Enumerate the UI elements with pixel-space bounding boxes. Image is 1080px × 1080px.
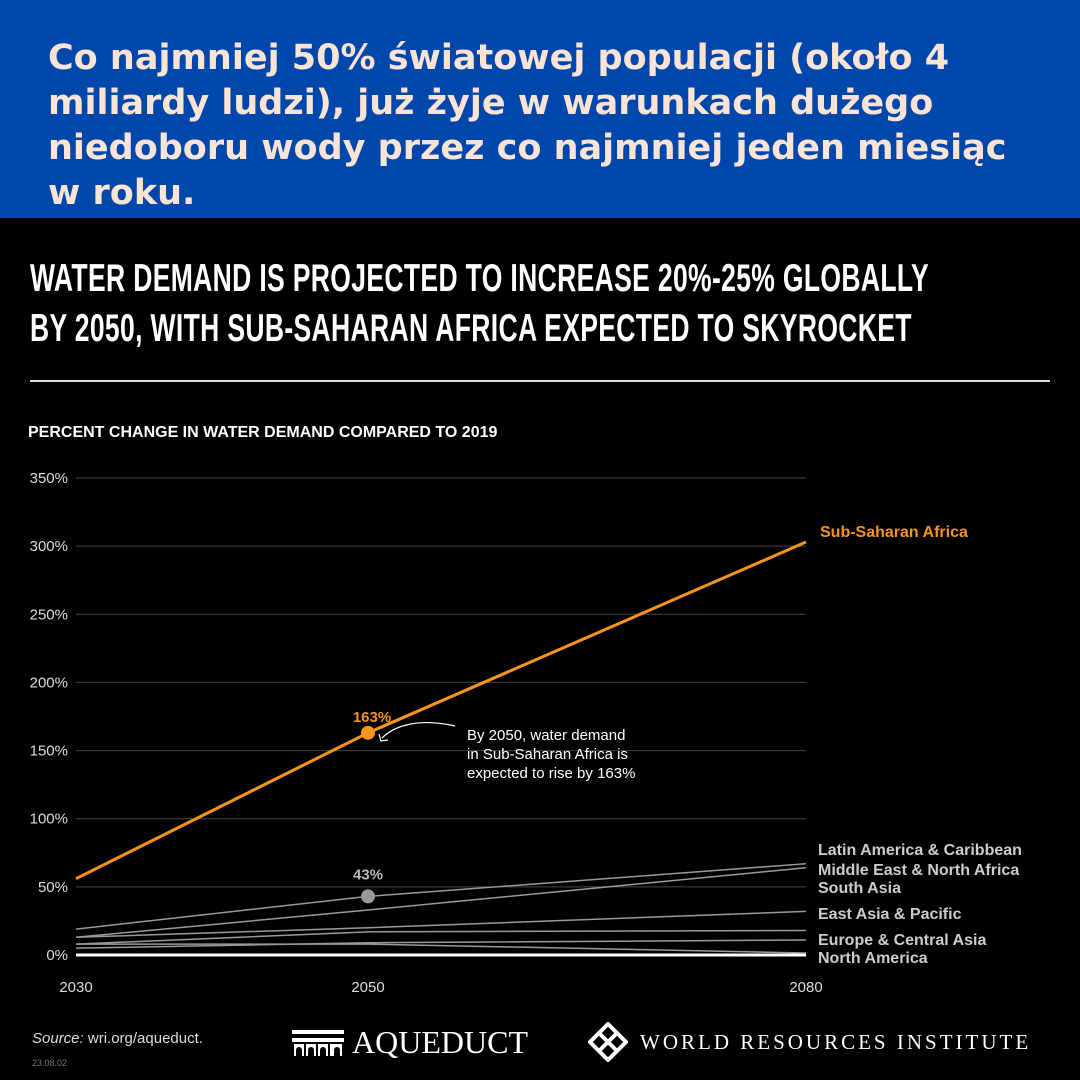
y-tick-label: 250% — [30, 606, 68, 623]
series-label: East Asia & Pacific — [818, 906, 962, 923]
series-label: North America — [818, 950, 928, 967]
x-tick-label: 2050 — [351, 979, 384, 996]
annotation-text: By 2050, water demand — [467, 727, 625, 744]
headline-line-2: BY 2050, WITH SUB-SAHARAN AFRICA EXPECTE… — [30, 307, 912, 350]
series-label: Europe & Central Asia — [818, 932, 986, 949]
source-link: wri.org/aqueduct. — [83, 1030, 203, 1047]
y-tick-label: 350% — [30, 470, 68, 487]
divider — [30, 380, 1050, 382]
arrowhead-icon — [378, 733, 389, 742]
source-note: Source: wri.org/aqueduct. — [32, 1030, 203, 1047]
series-label: South Asia — [818, 880, 901, 897]
y-tick-label: 0% — [46, 947, 68, 964]
annotation-arrow — [381, 722, 456, 739]
x-tick-label: 2030 — [59, 979, 92, 996]
wri-icon — [588, 1022, 628, 1062]
chart-title: PERCENT CHANGE IN WATER DEMAND COMPARED … — [28, 424, 498, 441]
banner-text: Co najmniej 50% światowej populacji (oko… — [48, 38, 1007, 213]
aqueduct-logo: AQUEDUCT — [292, 1024, 528, 1061]
source-label: Source: — [32, 1030, 84, 1047]
series-line-middle-east-north-africa — [75, 867, 807, 939]
series-line-latin-america-caribbean — [75, 862, 807, 930]
series-label-sub-saharan-africa: Sub-Saharan Africa — [820, 524, 968, 541]
data-point-2050-latin-america — [361, 889, 375, 904]
date-stamp: 23.08.02 — [32, 1058, 68, 1068]
wri-logo: WORLD RESOURCES INSTITUTE — [588, 1022, 1031, 1062]
aqueduct-icon — [292, 1029, 344, 1056]
series-line-north-america — [76, 943, 807, 954]
series-line-south-asia — [75, 910, 807, 939]
value-label-163: 163% — [353, 709, 391, 726]
x-tick-label: 2080 — [789, 979, 822, 996]
y-tick-label: 150% — [30, 743, 68, 760]
chart-headline: WATER DEMAND IS PROJECTED TO INCREASE 20… — [30, 254, 1050, 354]
series-label: Middle East & North Africa — [818, 862, 1019, 879]
annotation-text: in Sub-Saharan Africa is — [467, 746, 628, 763]
y-tick-label: 100% — [30, 811, 68, 828]
headline-line-1: WATER DEMAND IS PROJECTED TO INCREASE 20… — [30, 257, 930, 300]
series-line-east-asia-pacific — [75, 929, 807, 945]
y-tick-label: 200% — [30, 674, 68, 691]
y-tick-label: 50% — [38, 879, 68, 896]
series-label: Latin America & Caribbean — [818, 842, 1022, 859]
series-line-sub-saharan-africa — [75, 540, 807, 881]
series-line-europe-central-asia — [75, 939, 807, 949]
aqueduct-wordmark: AQUEDUCT — [352, 1024, 528, 1060]
value-label-43: 43% — [353, 866, 383, 883]
annotation-text: expected to rise by 163% — [467, 765, 635, 782]
y-tick-label: 300% — [30, 538, 68, 555]
wri-wordmark: WORLD RESOURCES INSTITUTE — [640, 1029, 1032, 1054]
header-banner: Co najmniej 50% światowej populacji (oko… — [0, 0, 1080, 218]
data-point-2050-sub-saharan — [361, 725, 375, 740]
